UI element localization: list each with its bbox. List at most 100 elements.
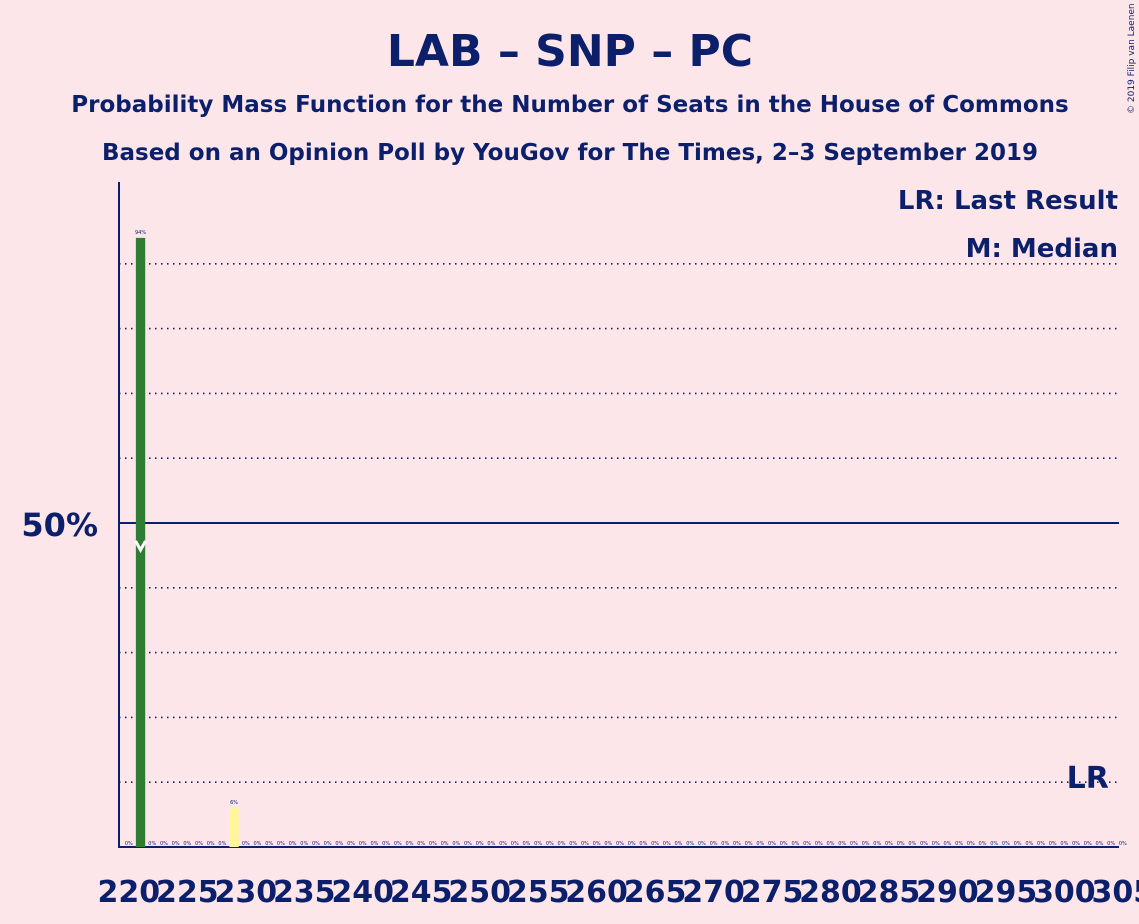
zero-label: 0% [733, 841, 741, 847]
zero-label: 0% [1014, 841, 1022, 847]
zero-label: 0% [125, 841, 133, 847]
zero-label: 0% [476, 841, 484, 847]
zero-label: 0% [499, 841, 507, 847]
zero-label: 0% [791, 841, 799, 847]
x-tick-label: 290 [916, 875, 979, 910]
x-tick-label: 270 [682, 875, 745, 910]
zero-label: 0% [1025, 841, 1033, 847]
zero-label: 0% [838, 841, 846, 847]
zero-label: 0% [487, 841, 495, 847]
y-tick-label-50: 50% [21, 506, 98, 544]
zero-label: 0% [429, 841, 437, 847]
zero-label: 0% [359, 841, 367, 847]
bar-221 [135, 237, 146, 847]
x-tick-label: 240 [331, 875, 394, 910]
bars: 94% 6% [135, 230, 239, 847]
zero-label: 0% [195, 841, 203, 847]
zero-label: 0% [815, 841, 823, 847]
zero-label: 0% [955, 841, 963, 847]
zero-label: 0% [651, 841, 659, 847]
zero-label: 0% [511, 841, 519, 847]
zero-label: 0% [242, 841, 250, 847]
zero-label: 0% [920, 841, 928, 847]
zero-label: 0% [569, 841, 577, 847]
zero-label: 0% [862, 841, 870, 847]
zero-label: 0% [943, 841, 951, 847]
zero-label: 0% [803, 841, 811, 847]
x-tick-label: 295 [975, 875, 1038, 910]
x-tick-label: 255 [507, 875, 570, 910]
zero-label: 0% [756, 841, 764, 847]
zero-label: 0% [745, 841, 753, 847]
zero-label: 0% [558, 841, 566, 847]
zero-label: 0% [324, 841, 332, 847]
zero-label: 0% [347, 841, 355, 847]
zero-label: 0% [990, 841, 998, 847]
x-tick-label: 225 [156, 875, 219, 910]
zero-label: 0% [1002, 841, 1010, 847]
zero-label: 0% [581, 841, 589, 847]
bar-229 [229, 808, 239, 847]
zero-label: 0% [593, 841, 601, 847]
zero-label: 0% [967, 841, 975, 847]
zero-label: 0% [932, 841, 940, 847]
bar-label-229: 6% [230, 800, 238, 806]
zero-label: 0% [464, 841, 472, 847]
zero-label: 0% [850, 841, 858, 847]
zero-label: 0% [1049, 841, 1057, 847]
zero-label: 0% [452, 841, 460, 847]
x-tick-label: 220 [98, 875, 161, 910]
zero-labels: 0% 0% 0% 0% 0% 0% 0% 0% 0% 0% 0% 0% 0% 0% 0% 0% 0% 0% 0% 0%… [125, 841, 1127, 847]
x-tick-label: 280 [799, 875, 862, 910]
zero-label: 0% [768, 841, 776, 847]
x-tick-label: 235 [273, 875, 336, 910]
zero-label: 0% [207, 841, 215, 847]
bar-label-221: 94% [135, 230, 146, 236]
zero-label: 0% [698, 841, 706, 847]
x-tick-label: 305 [1092, 875, 1139, 910]
zero-label: 0% [265, 841, 273, 847]
zero-label: 0% [908, 841, 916, 847]
x-tick-label: 260 [565, 875, 628, 910]
zero-label: 0% [312, 841, 320, 847]
zero-label: 0% [546, 841, 554, 847]
legend-last-result: LR: Last Result [898, 186, 1118, 216]
zero-label: 0% [639, 841, 647, 847]
x-tick-labels: 2202252302352402452502552602652702752802… [98, 875, 1139, 910]
zero-label: 0% [441, 841, 449, 847]
zero-label: 0% [172, 841, 180, 847]
zero-label: 0% [254, 841, 262, 847]
zero-label: 0% [382, 841, 390, 847]
zero-label: 0% [1119, 841, 1127, 847]
zero-label: 0% [1060, 841, 1068, 847]
zero-label: 0% [522, 841, 530, 847]
zero-label: 0% [616, 841, 624, 847]
zero-label: 0% [417, 841, 425, 847]
zero-label: 0% [406, 841, 414, 847]
zero-label: 0% [1095, 841, 1103, 847]
zero-label: 0% [277, 841, 285, 847]
zero-label: 0% [1037, 841, 1045, 847]
zero-label: 0% [218, 841, 226, 847]
zero-label: 0% [885, 841, 893, 847]
x-tick-label: 300 [1033, 875, 1096, 910]
zero-label: 0% [1072, 841, 1080, 847]
zero-label: 0% [710, 841, 718, 847]
zero-label: 0% [1107, 841, 1115, 847]
zero-label: 0% [721, 841, 729, 847]
x-tick-label: 250 [448, 875, 511, 910]
zero-label: 0% [827, 841, 835, 847]
x-tick-label: 265 [624, 875, 687, 910]
x-tick-label: 285 [858, 875, 921, 910]
chart-subtitle-1: Probability Mass Function for the Number… [71, 92, 1068, 118]
zero-label: 0% [873, 841, 881, 847]
last-result-marker: LR [1067, 761, 1109, 796]
gridlines [119, 262, 1119, 784]
zero-label: 0% [300, 841, 308, 847]
zero-label: 0% [628, 841, 636, 847]
x-tick-label: 275 [741, 875, 804, 910]
zero-label: 0% [604, 841, 612, 847]
chart-subtitle-2: Based on an Opinion Poll by YouGov for T… [102, 140, 1038, 166]
zero-label: 0% [686, 841, 694, 847]
